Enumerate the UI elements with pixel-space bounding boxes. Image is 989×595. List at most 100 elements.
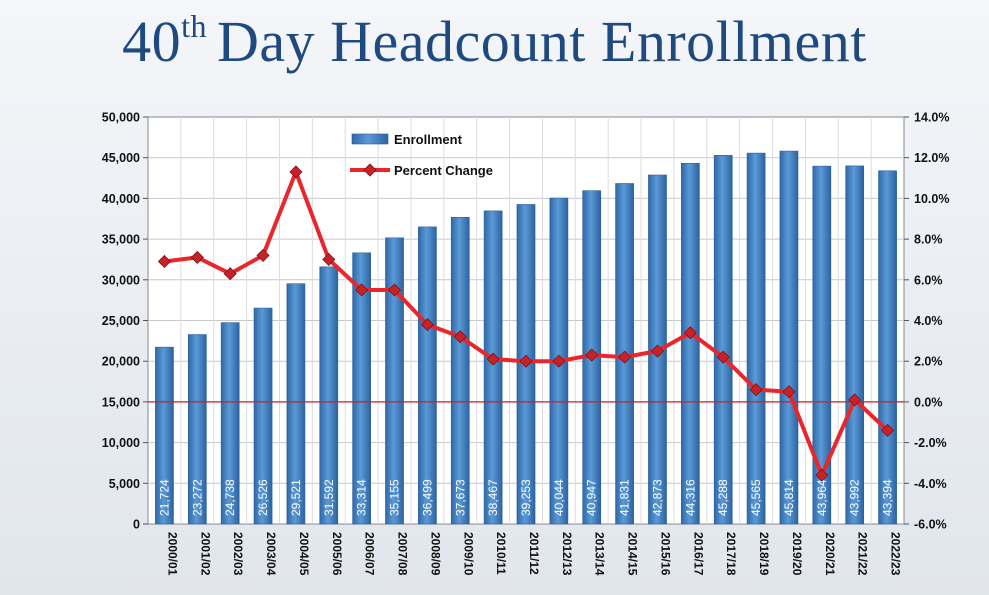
legend-bar-swatch bbox=[351, 133, 389, 145]
right-axis-tick-label: 2.0% bbox=[914, 355, 943, 369]
category-label: 2022/23 bbox=[889, 532, 903, 576]
bar-data-label: 33,314 bbox=[355, 479, 369, 516]
percent-change-point bbox=[585, 348, 599, 362]
percent-change-point bbox=[782, 385, 796, 399]
bar bbox=[418, 226, 437, 525]
right-axis-tick-label: 0.0% bbox=[914, 395, 943, 409]
bar-data-label: 43,394 bbox=[881, 479, 895, 516]
bar bbox=[779, 150, 799, 525]
left-axis-tick-label: 0 bbox=[133, 518, 140, 532]
bar-data-label: 21,724 bbox=[157, 479, 171, 516]
bar-series: 21,724 23,272 24,738 26,526 29,521 31,592 33,3… bbox=[155, 150, 897, 525]
category-label: 2021/22 bbox=[856, 532, 870, 576]
right-axis-tick-label: 12.0% bbox=[914, 151, 949, 165]
right-axis-tick-label: 4.0% bbox=[914, 314, 943, 328]
bar-data-label: 23,272 bbox=[190, 479, 204, 516]
category-label: 2004/05 bbox=[297, 532, 311, 576]
bar-data-label: 43,964 bbox=[815, 479, 829, 516]
category-label: 2003/04 bbox=[264, 532, 278, 576]
category-label: 2007/08 bbox=[396, 532, 410, 576]
bar bbox=[253, 307, 273, 525]
percent-change-point bbox=[157, 254, 172, 269]
bar-data-label: 45,288 bbox=[716, 479, 730, 516]
category-label: 2019/20 bbox=[790, 532, 804, 576]
category-label: 2008/09 bbox=[428, 532, 442, 576]
category-label: 2011/12 bbox=[527, 532, 541, 575]
left-axis-tick-label: 40,000 bbox=[102, 192, 140, 206]
legend-enrollment-label: Enrollment bbox=[394, 132, 463, 147]
bar bbox=[450, 217, 470, 525]
bar-data-label: 39,253 bbox=[519, 479, 533, 516]
percent-change-point bbox=[256, 248, 270, 262]
legend: Enrollment Percent Change bbox=[350, 132, 493, 178]
category-label: 2015/16 bbox=[658, 532, 672, 576]
bar-data-label: 41,831 bbox=[618, 479, 632, 516]
bar-data-label: 44,316 bbox=[683, 479, 697, 516]
left-axis-tick-label: 45,000 bbox=[102, 151, 140, 165]
category-label: 2017/18 bbox=[724, 532, 738, 576]
bar bbox=[155, 346, 174, 525]
category-label: 2018/19 bbox=[757, 532, 771, 576]
bar-data-label: 37,673 bbox=[453, 479, 467, 516]
title-text: Day Headcount Enrollment bbox=[217, 9, 867, 74]
category-label: 2010/11 bbox=[494, 532, 508, 575]
bar bbox=[220, 322, 240, 525]
percent-change-point bbox=[683, 326, 697, 340]
percent-change-point bbox=[355, 283, 369, 297]
category-label: 2002/03 bbox=[231, 532, 245, 576]
left-axis-tick-label: 20,000 bbox=[102, 355, 140, 369]
left-axis-tick-label: 50,000 bbox=[102, 111, 140, 125]
bar bbox=[713, 155, 733, 525]
percent-change-point bbox=[190, 250, 204, 264]
category-label: 2012/13 bbox=[560, 532, 574, 576]
title-number: 40 bbox=[122, 9, 182, 74]
right-axis-tick-label: -2.0% bbox=[914, 436, 947, 450]
bar bbox=[385, 237, 404, 525]
percent-change-point bbox=[650, 344, 665, 358]
slide-title: 40th Day Headcount Enrollment bbox=[0, 8, 989, 75]
category-label: 2020/21 bbox=[823, 532, 837, 576]
category-label: 2016/17 bbox=[691, 532, 705, 576]
percent-change-point bbox=[519, 354, 533, 368]
bar-data-label: 43,992 bbox=[848, 479, 862, 516]
bar bbox=[746, 152, 766, 525]
bar-data-label: 24,738 bbox=[223, 479, 237, 516]
percent-change-point bbox=[716, 350, 730, 364]
bar bbox=[319, 266, 339, 525]
right-axis-tick-label: 6.0% bbox=[914, 273, 943, 287]
title-superscript: th bbox=[181, 8, 208, 44]
percent-change-point bbox=[552, 354, 566, 368]
legend-line-marker bbox=[363, 163, 377, 177]
bar-data-label: 42,873 bbox=[650, 479, 664, 516]
bar-data-label: 31,592 bbox=[322, 479, 336, 516]
left-axis-tick-label: 5,000 bbox=[109, 477, 140, 491]
bar bbox=[878, 170, 897, 525]
bar-data-label: 40,947 bbox=[585, 479, 599, 516]
category-label: 2009/10 bbox=[461, 532, 475, 576]
percent-change-point bbox=[420, 318, 434, 332]
right-axis-tick-label: -6.0% bbox=[914, 518, 947, 532]
line-series bbox=[157, 165, 895, 482]
right-axis-tick-label: 14.0% bbox=[914, 111, 949, 125]
axes: 0 5,000 10,000 15,000 20,000 25,000 30,000 35,0… bbox=[102, 111, 950, 576]
left-axis-tick-label: 10,000 bbox=[102, 436, 140, 450]
percent-change-point bbox=[618, 350, 632, 364]
bar-data-label: 45,814 bbox=[782, 479, 796, 516]
percent-change-point bbox=[322, 252, 336, 267]
percent-change-point bbox=[289, 165, 303, 179]
bar bbox=[845, 165, 865, 525]
percent-change-point bbox=[815, 468, 829, 482]
bar-data-label: 29,521 bbox=[289, 479, 303, 516]
percent-change-point bbox=[486, 352, 500, 366]
category-label: 2005/06 bbox=[330, 532, 344, 576]
percent-change-point bbox=[749, 383, 763, 397]
bar bbox=[187, 334, 207, 525]
left-axis-tick-label: 15,000 bbox=[102, 395, 140, 409]
right-axis-tick-label: 10.0% bbox=[914, 192, 949, 206]
bar bbox=[352, 252, 371, 525]
category-label: 2013/14 bbox=[593, 532, 607, 576]
legend-percent-change-label: Percent Change bbox=[394, 163, 493, 178]
percent-change-point bbox=[223, 267, 237, 281]
bar bbox=[286, 283, 306, 525]
left-axis-tick-label: 30,000 bbox=[102, 273, 140, 287]
